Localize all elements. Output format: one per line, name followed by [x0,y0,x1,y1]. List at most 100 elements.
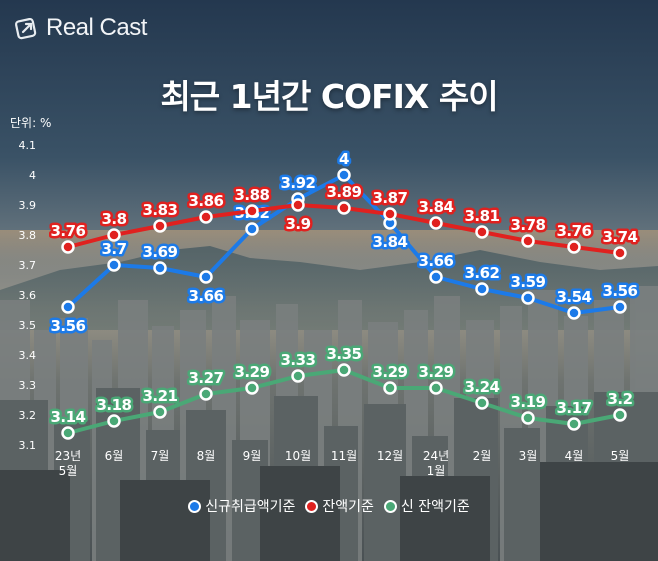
legend-label: 잔액기준 [322,499,374,515]
data-point [291,198,305,212]
x-tick-label: 5월 [611,449,630,463]
data-label: 3.76 [50,222,85,240]
data-point [521,291,535,305]
data-point [61,426,75,440]
legend-marker-icon [305,499,319,513]
data-label: 3.88 [234,186,269,204]
y-tick-label: 3.5 [19,319,37,332]
series-2: 3.76 3.8 3.83 3.86 3.88 3.9 3.89 3.87 3.84 3.81 3.… [48,181,641,260]
data-label: 3.83 [142,201,177,219]
data-label: 3.74 [602,228,637,246]
data-label: 3.29 [418,363,453,381]
x-tick-label: 4월 [565,449,584,463]
data-point [153,405,167,419]
data-point [245,222,259,236]
data-point [153,261,167,275]
data-label: 3.92 [280,174,315,192]
data-point [521,234,535,248]
legend-marker-icon [188,499,202,513]
data-point [291,369,305,383]
data-label: 3.18 [96,396,131,414]
y-tick-label: 3.1 [19,439,37,452]
x-tick-label: 10월 [285,449,311,463]
x-tick-label: 3월 [519,449,538,463]
data-label: 3.86 [188,192,223,210]
data-label: 3.62 [464,264,499,282]
data-label: 3.14 [50,408,85,426]
data-point [429,270,443,284]
legend-item: 잔액기준 [305,496,374,516]
data-label: 3.29 [372,363,407,381]
data-label: 3.89 [326,183,361,201]
y-tick-label: 4 [29,169,36,182]
data-label: 3.8 [101,210,126,228]
data-point [107,414,121,428]
legend-label: 신 잔액기준 [400,499,470,515]
data-point [567,417,581,431]
y-tick-label: 3.7 [19,259,37,272]
y-tick-label: 4.1 [19,139,37,152]
x-tick-label: 2월 [473,449,492,463]
x-tick-label: 11월 [331,449,357,463]
data-point [475,396,489,410]
chart-title: 최근 1년간 COFIX 추이 [160,77,498,116]
data-label: 3.76 [556,222,591,240]
legend-item: 신규취급액기준 [188,496,295,516]
data-point [475,225,489,239]
x-tick-label: 7월 [151,449,170,463]
legend-label: 신규취급액기준 [205,499,296,515]
legend-marker-icon [383,499,397,513]
data-label: 3.78 [510,216,545,234]
data-label: 3.69 [142,243,177,261]
data-label: 3.66 [418,252,453,270]
data-label: 3.33 [280,351,315,369]
data-label: 3.24 [464,378,499,396]
data-point [107,258,121,272]
data-point [613,408,627,422]
data-point [107,228,121,242]
data-label: 3.56 [602,282,637,300]
y-tick-label: 3.4 [19,349,37,362]
data-point [383,381,397,395]
data-label: 3.59 [510,273,545,291]
x-tick-label: 9월 [243,449,262,463]
data-point [475,282,489,296]
data-label: 3.17 [556,399,591,417]
x-tick-label: 23년 5월 [55,449,81,478]
data-label: 3.29 [234,363,269,381]
data-point [613,300,627,314]
data-point [521,411,535,425]
data-point [429,381,443,395]
data-label: 3.84 [418,198,453,216]
series-1: 3.563.73.693.663.823.9243.843.663.623.59… [48,148,641,338]
data-point [337,363,351,377]
y-tick-label: 3.6 [19,289,37,302]
brand-logo: Real Cast [14,14,147,42]
data-label: 3.66 [188,287,223,305]
data-label: 4 [339,150,349,168]
data-point [199,210,213,224]
data-point [245,381,259,395]
data-label: 3.21 [142,387,177,405]
data-point [153,219,167,233]
x-tick-label: 8월 [197,449,216,463]
data-point [199,270,213,284]
y-tick-label: 3.2 [19,409,37,422]
data-point [245,204,259,218]
y-tick-label: 3.3 [19,379,37,392]
data-label: 3.56 [50,317,85,335]
data-point [337,201,351,215]
x-tick-label: 6월 [105,449,124,463]
data-label: 3.19 [510,393,545,411]
data-point [567,240,581,254]
data-label: 3.35 [326,345,361,363]
data-label: 3.27 [188,369,223,387]
x-tick-label: 12월 [377,449,403,463]
data-label: 3.7 [101,240,126,258]
data-point [199,387,213,401]
data-point [337,168,351,182]
data-label: 3.9 [285,215,310,233]
series-3: 3.14 3.18 3.21 3.27 3.29 3.33 3.35 3.29 3.29 3.24… [48,343,636,440]
